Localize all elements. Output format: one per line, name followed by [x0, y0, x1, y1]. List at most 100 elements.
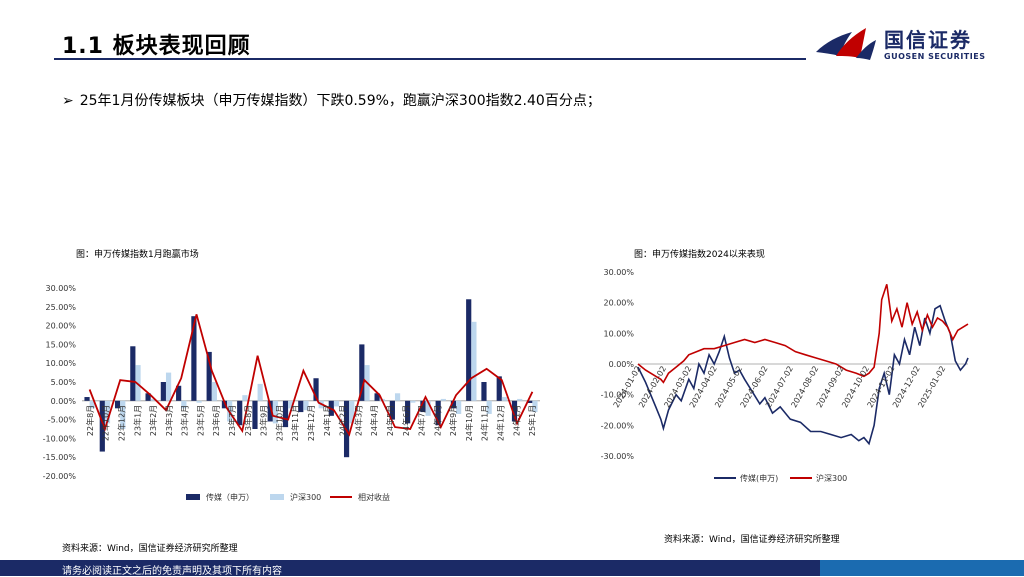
chart1-monthly-returns: 30.00% 25.00% 20.00% 15.00% 10.00% 5.00% 0.00%…	[43, 284, 540, 502]
chart1-bar-media	[359, 344, 365, 401]
chart1-bar-media	[496, 376, 502, 401]
chart2-y-tick-label: -30.00%	[601, 452, 635, 461]
chart2-y-tick-label: 30.00%	[603, 268, 634, 277]
chart1-bar-hs300	[303, 400, 309, 411]
chart1-bar-media	[84, 397, 90, 401]
chart2-y-tick-label: -20.00%	[601, 421, 635, 430]
chart1-x-tick-label: 23年11月	[290, 405, 300, 441]
chart2-title: 图：申万传媒指数2024以来表现	[634, 250, 765, 260]
chart1-title: 图：申万传媒指数1月跑赢市场	[76, 250, 199, 260]
chart1-legend-label-relative: 相对收益	[358, 492, 390, 502]
chart1-bar-hs300	[333, 400, 340, 407]
chart2-legend-label-media: 传媒(申万)	[740, 473, 778, 483]
chart1-bar-hs300	[486, 400, 492, 414]
chart1-bar-media	[267, 400, 273, 422]
chart1-x-tick-label: 23年12月	[306, 405, 316, 441]
chart1-bar-media	[114, 400, 121, 409]
chart1-bar-hs300	[89, 400, 95, 409]
chart1-bar-hs300	[394, 393, 401, 401]
footer-bar: 请务必阅读正文之后的免责声明及其项下所有内容	[0, 560, 1024, 577]
chart1-legend-swatch-media	[186, 494, 200, 500]
chart1-bar-hs300	[181, 400, 187, 409]
chart1-legend-swatch-hs300	[270, 494, 284, 500]
chart2-y-tick-label: 10.00%	[603, 329, 634, 338]
chart1-bar-media	[435, 400, 441, 426]
chart1-bar-hs300	[135, 365, 141, 401]
chart1-bar-media	[466, 299, 472, 401]
chart1-x-tick-label: 23年5月	[195, 405, 205, 436]
chart1-y-tick-label: 0.00%	[51, 397, 77, 406]
chart1-x-tick-label: 24年2月	[338, 405, 348, 436]
chart1-y-tick-label: -5.00%	[48, 416, 77, 425]
chart1-bar-hs300	[120, 400, 126, 429]
chart1-x-tick-label: 24年11月	[480, 405, 490, 441]
chart1-bar-media	[99, 400, 105, 452]
chart1-bar-media	[130, 346, 136, 401]
chart1-bar-hs300	[150, 398, 156, 401]
chart1-x-tick-label: 23年8月	[243, 405, 253, 436]
chart1-bar-media	[511, 400, 518, 422]
chart1-x-tick-label: 23年2月	[148, 405, 158, 436]
logo-chinese-name: 国信证券	[884, 28, 972, 52]
chart1-bar-hs300	[272, 400, 279, 424]
chart1-y-tick-label: 15.00%	[45, 340, 76, 349]
chart1-legend-label-media: 传媒（申万）	[206, 492, 254, 502]
chart1-bar-media	[160, 382, 166, 401]
summary-text: 25年1月份传媒板块（申万传媒指数）下跌0.59%，跑赢沪深300指数2.40百…	[79, 93, 601, 109]
chart1-x-tick-label: 23年3月	[164, 405, 174, 436]
chart1-bar-media	[481, 382, 487, 401]
chart1-bar-media	[313, 378, 319, 401]
chart1-bar-media	[527, 400, 533, 404]
chart1-bar-hs300	[211, 382, 217, 401]
chart1-x-tick-label: 22年12月	[116, 405, 126, 441]
summary-bullet: ➢ 25年1月份传媒板块（申万传媒指数）下跌0.59%，跑赢沪深300指数2.40…	[62, 90, 601, 110]
chart2-source: 资料来源：Wind，国信证券经济研究所整理	[664, 535, 840, 545]
chart1-x-tick-label: 24年4月	[369, 405, 379, 436]
chart1-bar-media	[206, 351, 212, 401]
chart1-x-tick-label: 22年8月	[85, 405, 95, 436]
logo-english-name: GUOSEN SECURITIES	[884, 52, 986, 61]
chart2-x-tick-label: 2025-01-02	[916, 365, 947, 410]
chart2-y-tick-label: 20.00%	[603, 299, 634, 308]
chart1-y-tick-label: -15.00%	[43, 453, 77, 462]
footer-accent	[820, 560, 1024, 576]
chart1-x-tick-label: 23年7月	[227, 405, 237, 436]
chart1-x-tick-label: 24年3月	[353, 405, 363, 436]
chart1-bar-media	[298, 400, 304, 413]
chart1-bar-media	[389, 400, 395, 420]
chart2-y-tick-label: 0.00%	[609, 360, 635, 369]
chart1-y-tick-label: -20.00%	[43, 472, 77, 481]
chart1-x-tick-label: 24年6月	[401, 405, 411, 436]
chart1-bar-hs300	[196, 400, 202, 403]
chart1-source: 资料来源：Wind，国信证券经济研究所整理	[62, 544, 238, 554]
chart1-bar-hs300	[165, 372, 172, 401]
chart1-x-tick-label: 23年10月	[274, 405, 284, 441]
chart1-bar-media	[252, 400, 258, 429]
chart1-x-tick-label: 23年1月	[132, 405, 142, 436]
chart1-x-tick-label: 24年9月	[448, 405, 458, 436]
chart1-bar-media	[374, 393, 380, 401]
footer-disclaimer: 请务必阅读正文之后的免责声明及其项下所有内容	[62, 566, 282, 577]
chart2-line-hs300	[637, 284, 969, 384]
chart1-x-tick-label: 24年5月	[385, 405, 395, 436]
chart1-bar-media	[145, 393, 151, 401]
chart1-bar-media	[405, 400, 411, 424]
chart1-bar-media	[282, 400, 289, 428]
title-divider	[54, 58, 806, 60]
chart1-x-tick-label: 23年9月	[259, 405, 269, 436]
chart1-bar-hs300	[242, 395, 248, 401]
chart1-x-tick-label: 24年1月	[511, 405, 521, 436]
chart1-bar-media	[176, 385, 182, 401]
chart1-x-tick-label: 23年4月	[180, 405, 190, 436]
chart1-x-tick-label: 24年12月	[496, 405, 506, 441]
chart1-bar-hs300	[501, 397, 508, 401]
chart1-x-tick-label: 24年7月	[417, 405, 427, 436]
chart1-x-tick-label: 24年8月	[432, 405, 442, 436]
bullet-arrow-icon: ➢	[62, 93, 74, 109]
chart1-x-tick-label: 24年1月	[322, 405, 332, 436]
chart1-bar-media	[420, 400, 426, 413]
chart1-x-tick-label: 22年10月	[101, 405, 111, 441]
chart1-bar-hs300	[104, 400, 111, 424]
chart1-bar-hs300	[532, 400, 538, 413]
chart1-y-tick-label: 5.00%	[51, 378, 77, 387]
